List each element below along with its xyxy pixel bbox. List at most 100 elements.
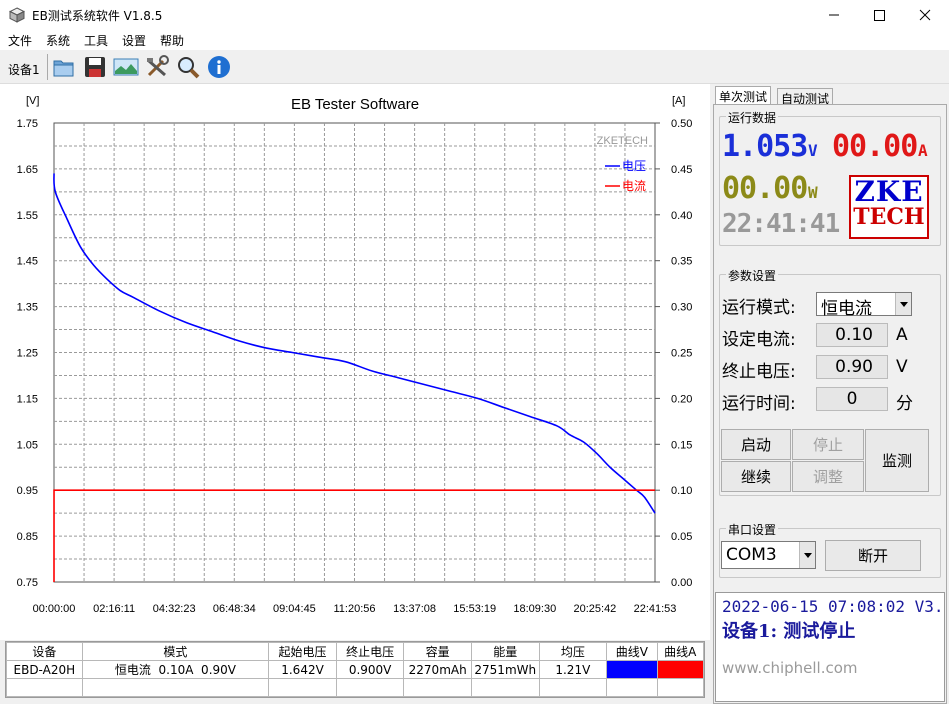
site-watermark: www.chiphell.com — [722, 659, 858, 677]
table-header: 曲线A — [656, 642, 705, 661]
current-unit: A — [918, 141, 928, 160]
table-cell: 恒电流 0.10A 0.90V — [81, 660, 270, 679]
y-tick-label-left: 1.25 — [17, 348, 38, 360]
power-display: 00.00 — [722, 171, 808, 206]
x-tick-label: 22:41:53 — [634, 603, 677, 615]
y-tick-label-right: 0.25 — [671, 348, 692, 360]
com-port-select[interactable]: COM3 — [721, 541, 816, 569]
chevron-down-icon — [895, 293, 911, 315]
end-voltage-label: 终止电压: — [722, 362, 796, 382]
table-row-empty — [6, 678, 705, 697]
zke-tech-logo: ZKE TECH — [849, 175, 929, 239]
y-tick-label-right: 0.00 — [671, 577, 692, 589]
params-group: 参数设置 运行模式: 恒电流 设定电流: 0.10 A 终止电压: 0.90 V… — [719, 267, 941, 496]
table-cell: 0.900V — [335, 660, 405, 679]
x-tick-label: 04:32:23 — [153, 603, 196, 615]
run-time-unit: 分 — [896, 394, 913, 414]
chart-watermark: ZKETECH — [597, 135, 648, 147]
menu-settings[interactable]: 设置 — [122, 34, 147, 48]
close-icon[interactable] — [915, 6, 935, 24]
table-header: 能量 — [470, 642, 540, 661]
status-panel: 2022-06-15 07:08:02 V3.0 设备1: 测试停止 www.c… — [715, 592, 945, 702]
table-row[interactable]: EBD-A20H 恒电流 0.10A 0.90V 1.642V 0.900V 2… — [6, 660, 705, 679]
y-tick-label-left: 0.85 — [17, 531, 38, 543]
serial-label: 串口设置 — [726, 521, 779, 538]
table-header: 模式 — [81, 642, 270, 661]
results-table: 设备 模式 起始电压 终止电压 容量 能量 均压 曲线V 曲线A EBD-A20… — [5, 641, 705, 698]
run-data-group: 运行数据 1.053 V 00.00 A 00.00 W 22:41:41 ZK… — [719, 109, 941, 246]
maximize-icon[interactable] — [869, 6, 889, 24]
y-tick-label-right: 0.15 — [671, 439, 692, 451]
image-icon[interactable] — [112, 53, 140, 81]
y-tick-label-left: 0.95 — [17, 485, 38, 497]
voltage-current-chart: 1.75 1.65 1.55 1.45 1.35 1.25 1.15 1.05 0.95 0.85… — [17, 95, 693, 615]
chart-title: EB Tester Software — [291, 96, 419, 113]
end-voltage-input[interactable]: 0.90 — [816, 355, 888, 379]
tab-auto-test[interactable]: 自动测试 — [777, 88, 834, 106]
elapsed-time-display: 22:41:41 — [722, 209, 840, 239]
y-tick-label-right: 0.40 — [671, 210, 692, 222]
curve-a-swatch[interactable] — [656, 660, 705, 679]
table-cell: 2751mWh — [470, 660, 540, 679]
y-tick-label-right: 0.20 — [671, 393, 692, 405]
table-header: 终止电压 — [335, 642, 405, 661]
search-icon[interactable] — [174, 53, 202, 81]
table-header: 均压 — [538, 642, 608, 661]
save-icon[interactable] — [81, 53, 109, 81]
menu-tools[interactable]: 工具 — [84, 34, 109, 48]
power-unit: W — [808, 183, 818, 202]
params-label: 参数设置 — [726, 267, 779, 284]
x-tick-label: 15:53:19 — [453, 603, 496, 615]
table-cell: 1.642V — [268, 660, 337, 679]
table-cell: EBD-A20H — [6, 660, 83, 679]
disconnect-button[interactable]: 断开 — [825, 540, 921, 571]
curve-v-swatch[interactable] — [606, 660, 658, 679]
menu-file[interactable]: 文件 — [8, 34, 33, 48]
stop-button[interactable]: 停止 — [792, 429, 864, 460]
continue-button[interactable]: 继续 — [721, 461, 791, 492]
serial-group: 串口设置 COM3 断开 — [719, 521, 941, 578]
adjust-button[interactable]: 调整 — [792, 461, 864, 492]
x-tick-label: 11:20:56 — [333, 603, 375, 615]
y-tick-label-left: 1.75 — [17, 118, 38, 130]
menu-help[interactable]: 帮助 — [160, 34, 185, 48]
table-header: 容量 — [403, 642, 472, 661]
set-current-label: 设定电流: — [722, 330, 796, 350]
open-folder-icon[interactable] — [50, 53, 78, 81]
y-tick-label-left: 1.45 — [17, 256, 38, 268]
y-tick-label-left: 1.55 — [17, 210, 38, 222]
x-tick-label: 06:48:34 — [213, 603, 256, 615]
run-time-label: 运行时间: — [722, 394, 796, 414]
table-header-row: 设备 模式 起始电压 终止电压 容量 能量 均压 曲线V 曲线A — [6, 642, 705, 661]
mode-select[interactable]: 恒电流 — [816, 292, 912, 319]
tools-icon[interactable] — [143, 53, 171, 81]
x-tick-label: 00:00:00 — [33, 603, 76, 615]
menu-bar: 文件 系统 工具 设置 帮助 — [0, 30, 949, 50]
device-tab[interactable]: 设备1 — [8, 63, 40, 77]
voltage-unit: V — [808, 141, 818, 160]
menu-system[interactable]: 系统 — [46, 34, 71, 48]
start-button[interactable]: 启动 — [721, 429, 791, 460]
current-display: 00.00 — [832, 129, 918, 164]
table-cell: 1.21V — [538, 660, 608, 679]
minimize-icon[interactable] — [824, 6, 844, 24]
y-tick-label-left: 0.75 — [17, 577, 38, 589]
y-tick-label-left: 1.65 — [17, 164, 38, 176]
x-tick-label: 09:04:45 — [273, 603, 316, 615]
y-tick-label-right: 0.45 — [671, 164, 692, 176]
series-line-current — [53, 489, 655, 583]
chevron-down-icon — [799, 542, 815, 568]
toolbar-divider — [47, 54, 48, 80]
y-axis-label-right: [A] — [672, 95, 685, 107]
app-icon — [8, 7, 26, 23]
table-header: 设备 — [6, 642, 83, 661]
y-tick-label-right: 0.10 — [671, 485, 692, 497]
y-tick-label-right: 0.50 — [671, 118, 692, 130]
y-tick-label-right: 0.05 — [671, 531, 692, 543]
end-voltage-unit: V — [896, 357, 908, 377]
info-icon[interactable] — [205, 53, 233, 81]
tab-single-test[interactable]: 单次测试 — [715, 86, 772, 104]
run-time-input[interactable]: 0 — [816, 387, 888, 411]
monitor-button[interactable]: 监测 — [865, 429, 929, 492]
set-current-input[interactable]: 0.10 — [816, 323, 888, 347]
